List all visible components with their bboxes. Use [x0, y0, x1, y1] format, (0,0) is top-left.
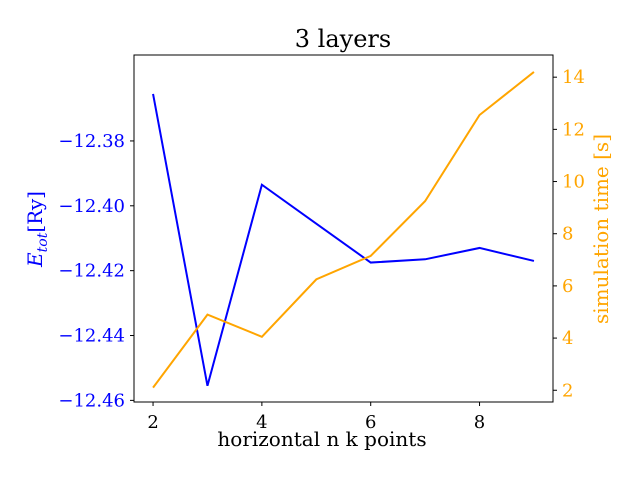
- left-y-tick-label: −12.40: [58, 196, 125, 217]
- simulation-time-point: [261, 336, 263, 338]
- right-y-tick-label: 6: [562, 276, 573, 297]
- right-y-tick-label: 8: [562, 224, 573, 245]
- left-y-axis: −12.38 −12.40 −12.42 −12.44 −12.46: [58, 131, 134, 411]
- plot-frame: [133, 54, 554, 403]
- y1-label-sub: tot: [35, 232, 51, 252]
- right-y-tick-label: 4: [562, 328, 573, 349]
- energy-point: [261, 184, 263, 186]
- simulation-time-line: [152, 71, 535, 389]
- x-tick-label: 2: [147, 412, 158, 433]
- simulation-time-point: [424, 200, 426, 202]
- simulation-time-point: [479, 114, 481, 116]
- energy-point: [370, 262, 372, 264]
- left-y-axis-label: Etot[Ry]: [23, 191, 51, 268]
- right-y-tick-label: 14: [562, 67, 585, 88]
- simulation-time-point: [152, 387, 154, 389]
- x-tick-label: 4: [256, 412, 267, 433]
- energy-point: [315, 223, 317, 225]
- energy-line: [152, 93, 535, 387]
- chart-title: 3 layers: [295, 25, 391, 53]
- y1-label-main: E: [23, 252, 47, 268]
- series-layer: [152, 71, 535, 389]
- simulation-time-point: [533, 71, 535, 73]
- simulation-time-point: [315, 278, 317, 280]
- x-tick-label: 6: [365, 412, 376, 433]
- left-y-tick-label: −12.46: [58, 390, 125, 411]
- right-y-axis-label: simulation time [s]: [589, 134, 613, 324]
- y1-label-unit: [Ry]: [23, 191, 47, 233]
- right-y-tick-label: 12: [562, 119, 585, 140]
- right-y-tick-label: 10: [562, 172, 585, 193]
- simulation-time-point: [370, 255, 372, 257]
- simulation-time-point: [206, 314, 208, 316]
- left-y-tick-label: −12.44: [58, 326, 125, 347]
- right-y-axis: 2 4 6 8 10 12 14: [553, 67, 585, 401]
- x-tick-label: 8: [474, 412, 485, 433]
- energy-point: [533, 260, 535, 262]
- right-y-tick-label: 2: [562, 380, 573, 401]
- energy-point: [424, 258, 426, 260]
- x-axis-label: horizontal n k points: [217, 427, 426, 451]
- left-y-tick-label: −12.42: [58, 261, 125, 282]
- energy-point: [479, 247, 481, 249]
- left-y-tick-label: −12.38: [58, 131, 125, 152]
- energy-point: [152, 93, 154, 95]
- x-axis: 2 4 6 8: [147, 402, 485, 433]
- energy-point: [206, 385, 208, 387]
